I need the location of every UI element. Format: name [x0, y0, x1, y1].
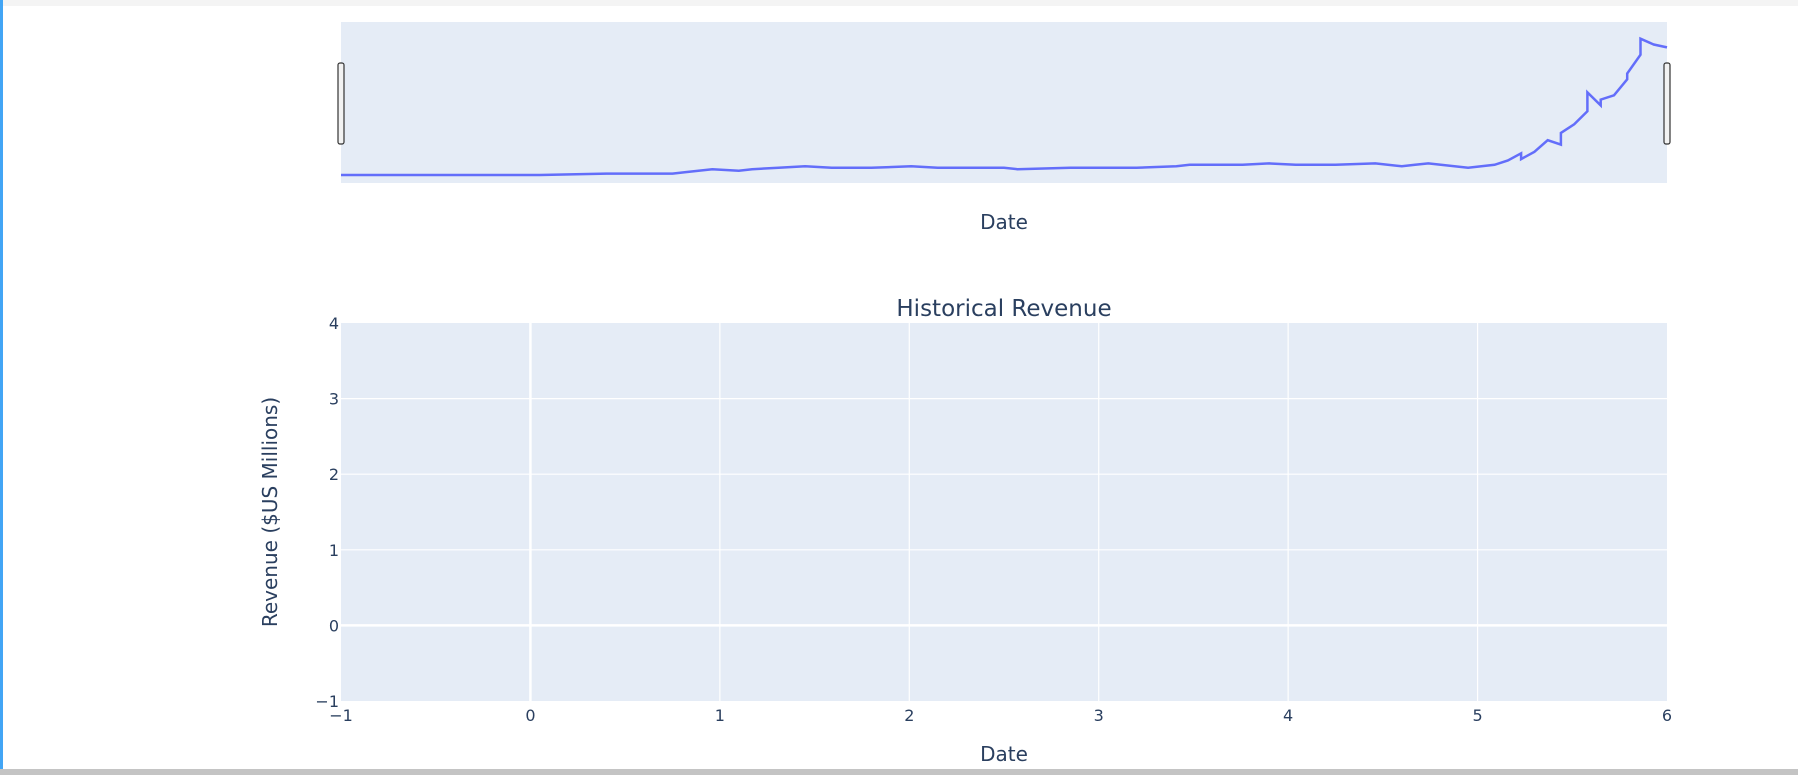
range-slider-x-axis-title: Date — [980, 210, 1028, 234]
x-tick-label: 4 — [1283, 706, 1293, 725]
y-tick-label: −1 — [315, 692, 339, 711]
y-tick-label: 2 — [329, 465, 339, 484]
y-tick-label: 0 — [329, 616, 339, 635]
plot-area[interactable] — [341, 323, 1667, 701]
y-tick-label: 1 — [329, 541, 339, 560]
x-tick-label: 5 — [1472, 706, 1482, 725]
y-tick-label: 4 — [329, 314, 339, 333]
chart-title: Historical Revenue — [896, 296, 1111, 322]
range-slider-right-handle[interactable] — [1664, 63, 1670, 144]
y-axis-ticks: −1 0 1 2 3 4 — [315, 314, 339, 711]
horizontal-scrollbar[interactable] — [0, 769, 1798, 775]
x-axis-ticks: −1 0 1 2 3 4 5 6 — [329, 706, 1672, 725]
x-tick-label: 0 — [525, 706, 535, 725]
x-tick-label: 3 — [1094, 706, 1104, 725]
x-tick-label: 2 — [904, 706, 914, 725]
range-slider[interactable] — [338, 22, 1670, 183]
x-tick-label: 6 — [1662, 706, 1672, 725]
x-axis-title: Date — [980, 742, 1028, 766]
range-slider-background — [341, 22, 1667, 183]
range-slider-left-handle[interactable] — [338, 63, 344, 144]
y-tick-label: 3 — [329, 390, 339, 409]
y-axis-title: Revenue ($US Millions) — [258, 397, 282, 627]
x-tick-label: 1 — [715, 706, 725, 725]
